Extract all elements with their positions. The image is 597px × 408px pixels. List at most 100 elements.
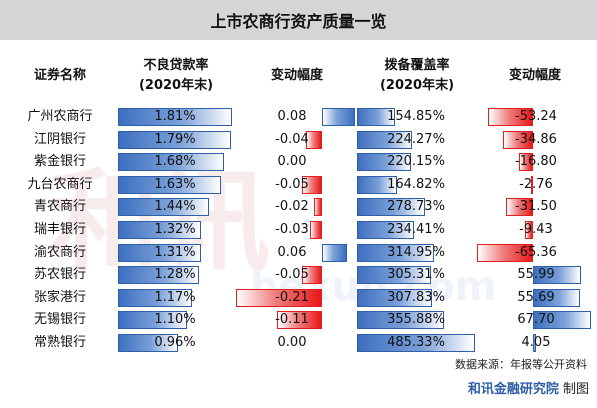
npl-change-bar bbox=[301, 266, 322, 285]
npl-value: 1.17% bbox=[154, 289, 196, 305]
npl-change-bar bbox=[301, 175, 322, 194]
row-name: 无锡银行 bbox=[33, 312, 86, 328]
coverage-change-bar bbox=[477, 243, 533, 262]
coverage-value: 234.41% bbox=[387, 222, 445, 237]
coverage-value: 485.33% bbox=[387, 335, 445, 350]
npl-change-bar bbox=[322, 243, 347, 262]
row-name: 广州农商行 bbox=[27, 109, 93, 124]
coverage-change-value: -34.86 bbox=[515, 131, 557, 147]
npl-change-value: 0.06 bbox=[277, 244, 307, 260]
coverage-change-bar bbox=[518, 153, 533, 172]
row-name: 常熟银行 bbox=[33, 335, 86, 350]
coverage-value: 220.15% bbox=[387, 154, 445, 170]
coverage-value: 164.82% bbox=[387, 176, 445, 192]
coverage-change-bar bbox=[533, 288, 581, 307]
coverage-change-value: 67.70 bbox=[517, 312, 555, 328]
coverage-change-value: 55.99 bbox=[517, 267, 555, 283]
npl-value: 1.68% bbox=[154, 154, 196, 170]
coverage-change-bar bbox=[530, 175, 533, 194]
npl-change-bar bbox=[313, 198, 322, 217]
coverage-bar bbox=[357, 130, 412, 149]
npl-bar bbox=[118, 153, 224, 172]
coverage-change-value: -65.36 bbox=[515, 244, 557, 260]
coverage-change-bar bbox=[524, 221, 533, 239]
coverage-bar bbox=[357, 266, 432, 285]
npl-value: 1.32% bbox=[154, 222, 196, 237]
coverage-bar bbox=[357, 221, 414, 239]
coverage-change-bar bbox=[503, 130, 533, 149]
org-name: 和讯金融研究院 bbox=[467, 382, 559, 397]
coverage-bar bbox=[357, 334, 475, 352]
coverage-value: 314.95% bbox=[387, 244, 445, 260]
coverage-value: 154.85% bbox=[387, 109, 445, 124]
coverage-value: 307.83% bbox=[387, 289, 445, 305]
data-source: 数据来源：年报等公开资料 bbox=[455, 358, 587, 371]
coverage-change-bar bbox=[533, 311, 591, 330]
coverage-change-value: 4.05 bbox=[521, 335, 551, 350]
chart-title: 上市农商行资产质量一览 bbox=[0, 0, 597, 40]
npl-change-value: -0.04 bbox=[275, 131, 309, 147]
header-name: 证券名称 bbox=[33, 68, 86, 83]
coverage-change-bar bbox=[533, 334, 537, 352]
coverage-change-bar bbox=[533, 266, 581, 285]
npl-value: 0.96% bbox=[154, 335, 196, 350]
header-coverage: 拨备覆盖率 (2020年末) bbox=[379, 58, 455, 93]
npl-bar bbox=[118, 175, 221, 194]
npl-bar bbox=[118, 266, 199, 285]
npl-bar bbox=[118, 334, 179, 352]
row-name: 渝农商行 bbox=[33, 244, 86, 260]
npl-bar bbox=[118, 198, 209, 217]
header-npl-change: 变动幅度 bbox=[270, 68, 323, 83]
credit-line: 和讯金融研究院 制图 bbox=[468, 378, 589, 397]
made-label: 制图 bbox=[562, 382, 589, 397]
npl-change-bar bbox=[309, 221, 322, 239]
coverage-change-value: 55.69 bbox=[517, 289, 555, 305]
coverage-value: 305.31% bbox=[387, 267, 445, 283]
coverage-bar bbox=[357, 198, 425, 217]
coverage-value: 355.88% bbox=[387, 312, 445, 328]
coverage-bar bbox=[357, 175, 398, 194]
npl-value: 1.81% bbox=[154, 109, 196, 124]
coverage-bar bbox=[357, 311, 444, 330]
row-name: 九台农商行 bbox=[27, 176, 93, 192]
npl-value: 1.10% bbox=[154, 312, 196, 328]
npl-change-value: -0.03 bbox=[275, 222, 309, 237]
coverage-change-value: -2.76 bbox=[519, 176, 553, 192]
coverage-bar bbox=[357, 153, 411, 172]
row-name: 紫金银行 bbox=[33, 154, 86, 170]
npl-bar bbox=[118, 108, 232, 126]
npl-change-value: 0.00 bbox=[277, 154, 307, 170]
coverage-bar bbox=[357, 288, 432, 307]
coverage-change-bar bbox=[487, 108, 533, 126]
npl-value: 1.28% bbox=[154, 267, 196, 283]
npl-value: 1.31% bbox=[154, 244, 196, 260]
npl-change-value: -0.05 bbox=[275, 176, 309, 192]
coverage-bar bbox=[357, 243, 434, 262]
header-coverage-change: 变动幅度 bbox=[508, 68, 561, 83]
npl-change-value: -0.02 bbox=[275, 199, 309, 215]
npl-change-bar bbox=[305, 130, 322, 149]
npl-bar bbox=[118, 130, 231, 149]
npl-value: 1.44% bbox=[154, 199, 196, 215]
npl-bar bbox=[118, 221, 202, 239]
row-name: 瑞丰银行 bbox=[33, 222, 86, 237]
npl-change-bar bbox=[276, 311, 322, 330]
npl-change-value: -0.11 bbox=[275, 312, 309, 328]
coverage-change-value: -53.24 bbox=[515, 109, 557, 124]
npl-change-value: -0.05 bbox=[275, 267, 309, 283]
row-name: 青农商行 bbox=[33, 199, 86, 215]
coverage-change-value: -16.80 bbox=[515, 154, 557, 170]
coverage-value: 224.27% bbox=[387, 131, 445, 147]
header-npl: 不良贷款率 (2020年末) bbox=[138, 58, 214, 93]
npl-bar bbox=[118, 311, 188, 330]
coverage-value: 278.73% bbox=[387, 199, 445, 215]
npl-change-bar bbox=[235, 288, 322, 307]
npl-value: 1.63% bbox=[154, 176, 196, 192]
coverage-change-value: -9.43 bbox=[519, 222, 553, 237]
npl-change-value: 0.00 bbox=[277, 335, 307, 350]
coverage-change-value: -31.50 bbox=[515, 199, 557, 215]
npl-change-value: -0.21 bbox=[275, 289, 309, 305]
coverage-bar bbox=[357, 108, 395, 126]
npl-bar bbox=[118, 243, 201, 262]
coverage-change-bar bbox=[506, 198, 533, 217]
